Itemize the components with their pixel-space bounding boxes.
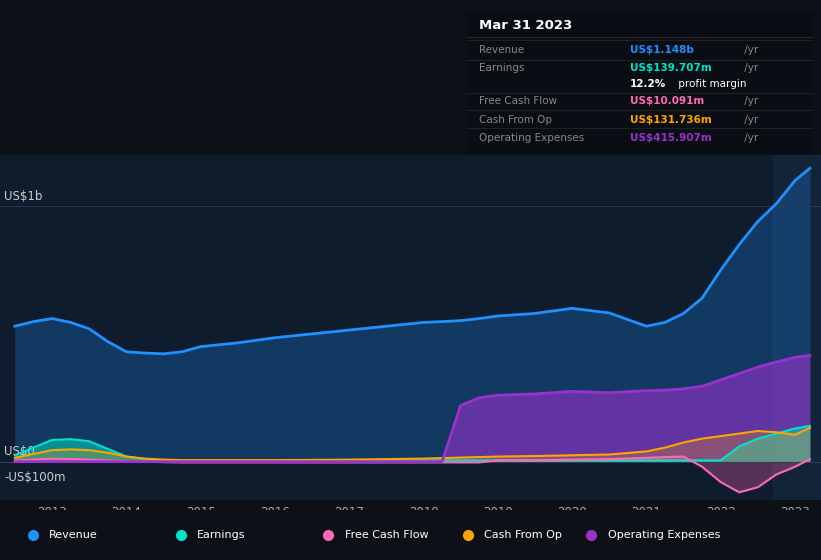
Text: US$139.707m: US$139.707m	[630, 63, 711, 73]
Text: Operating Expenses: Operating Expenses	[608, 530, 720, 540]
Text: Revenue: Revenue	[49, 530, 98, 540]
Text: Free Cash Flow: Free Cash Flow	[345, 530, 429, 540]
Text: Cash From Op: Cash From Op	[484, 530, 562, 540]
Text: Free Cash Flow: Free Cash Flow	[479, 96, 557, 106]
Text: Revenue: Revenue	[479, 45, 525, 55]
Text: Earnings: Earnings	[197, 530, 245, 540]
Text: -US$100m: -US$100m	[4, 471, 66, 484]
Text: US$415.907m: US$415.907m	[630, 133, 711, 143]
Text: /yr: /yr	[741, 133, 759, 143]
Text: /yr: /yr	[741, 63, 759, 73]
Text: US$1.148b: US$1.148b	[630, 45, 694, 55]
Text: 12.2%: 12.2%	[630, 79, 666, 89]
Text: Earnings: Earnings	[479, 63, 525, 73]
Text: /yr: /yr	[741, 115, 759, 125]
Text: Mar 31 2023: Mar 31 2023	[479, 19, 573, 32]
Text: profit margin: profit margin	[675, 79, 746, 89]
Text: /yr: /yr	[741, 45, 759, 55]
Text: /yr: /yr	[741, 96, 759, 106]
Text: Cash From Op: Cash From Op	[479, 115, 553, 125]
Text: US$131.736m: US$131.736m	[630, 115, 711, 125]
Text: US$1b: US$1b	[4, 190, 43, 203]
Text: US$10.091m: US$10.091m	[630, 96, 704, 106]
Bar	[773, 155, 821, 500]
Text: US$0: US$0	[4, 445, 34, 458]
Text: Operating Expenses: Operating Expenses	[479, 133, 585, 143]
